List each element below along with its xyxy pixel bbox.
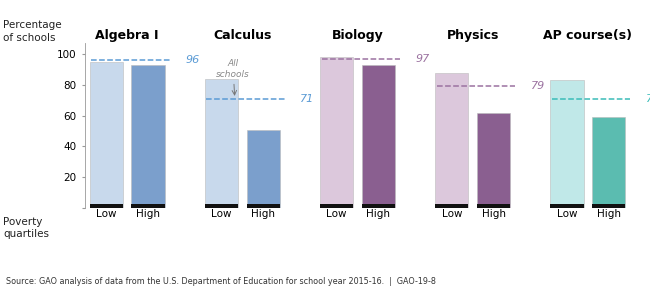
Bar [477, 204, 510, 208]
Bar [550, 204, 584, 208]
Bar [435, 73, 469, 208]
Bar [435, 204, 469, 208]
Bar [90, 204, 123, 208]
Text: 96: 96 [185, 55, 200, 65]
Bar [90, 62, 123, 208]
Text: 79: 79 [531, 81, 545, 91]
Bar [246, 129, 280, 208]
Title: Physics: Physics [447, 29, 499, 42]
Bar [131, 65, 165, 208]
Title: Calculus: Calculus [213, 29, 272, 42]
Text: All
schools: All schools [216, 59, 250, 95]
Text: Source: GAO analysis of data from the U.S. Department of Education for school ye: Source: GAO analysis of data from the U.… [6, 277, 436, 286]
Title: Algebra I: Algebra I [96, 29, 159, 42]
Text: Poverty
quartiles: Poverty quartiles [3, 217, 49, 239]
Bar [592, 117, 625, 208]
Bar [246, 204, 280, 208]
Bar [205, 79, 238, 208]
Text: 71: 71 [646, 94, 650, 104]
Title: AP course(s): AP course(s) [543, 29, 632, 42]
Bar [320, 204, 354, 208]
Bar [131, 204, 165, 208]
Text: Percentage
of schools: Percentage of schools [3, 20, 62, 43]
Bar [477, 113, 510, 208]
Text: 71: 71 [300, 94, 315, 104]
Text: 97: 97 [415, 54, 430, 64]
Bar [550, 80, 584, 208]
Bar [361, 204, 395, 208]
Bar [205, 204, 238, 208]
Bar [320, 57, 354, 208]
Bar [361, 65, 395, 208]
Title: Biology: Biology [332, 29, 384, 42]
Bar [592, 204, 625, 208]
